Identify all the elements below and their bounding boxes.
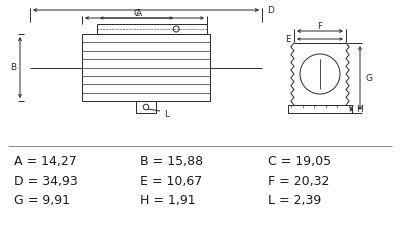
- Text: L: L: [164, 110, 169, 119]
- Text: E = 10,67: E = 10,67: [140, 175, 202, 187]
- Text: C = 19,05: C = 19,05: [268, 154, 331, 168]
- Text: G = 9,91: G = 9,91: [14, 193, 70, 206]
- Text: L = 2,39: L = 2,39: [268, 193, 321, 206]
- Bar: [97, 24, 207, 34]
- Text: H: H: [356, 105, 363, 114]
- Text: E: E: [285, 35, 291, 44]
- Text: F = 20,32: F = 20,32: [268, 175, 329, 187]
- Bar: [136, 101, 156, 113]
- Bar: [82, 34, 210, 101]
- Text: D: D: [267, 5, 274, 14]
- Text: F: F: [318, 21, 322, 30]
- Text: G: G: [366, 73, 373, 82]
- Text: C: C: [133, 8, 140, 17]
- Text: H = 1,91: H = 1,91: [140, 193, 196, 206]
- Text: A = 14,27: A = 14,27: [14, 154, 77, 168]
- Text: D = 34,93: D = 34,93: [14, 175, 78, 187]
- Text: A: A: [136, 8, 142, 17]
- Text: B = 15,88: B = 15,88: [140, 154, 203, 168]
- Text: B: B: [10, 63, 16, 72]
- Bar: [288, 105, 352, 113]
